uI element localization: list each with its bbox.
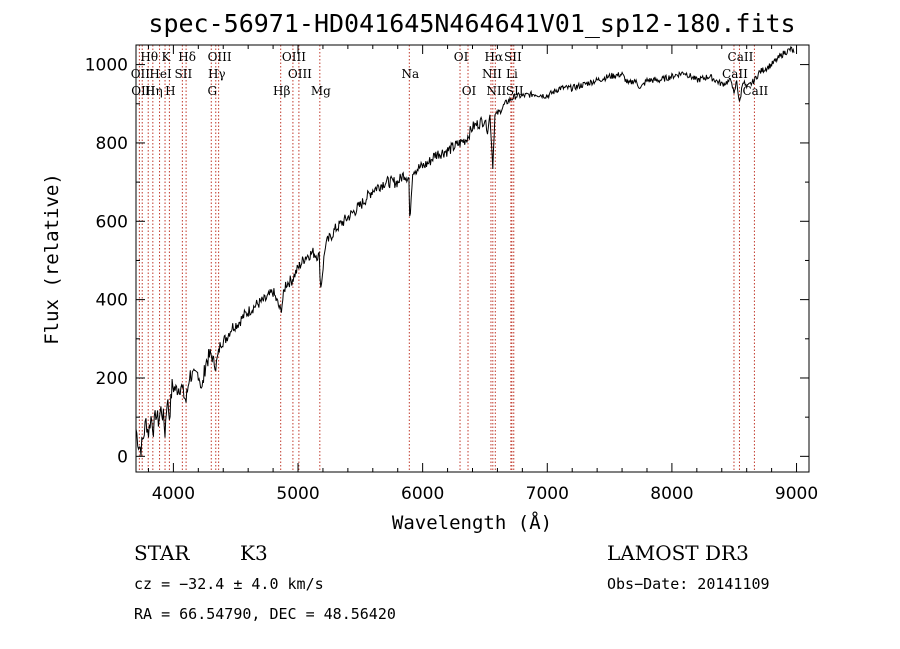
- subclass: K3: [240, 541, 268, 565]
- spectral-line-label: HeI: [149, 67, 172, 81]
- spectral-line-label: OIII: [131, 84, 155, 98]
- object-class: STAR: [134, 541, 190, 565]
- spectral-line-label: SII: [504, 50, 522, 64]
- y-axis-label: Flux (relative): [41, 173, 63, 345]
- x-tick-label: 6000: [401, 484, 444, 504]
- spectral-line-markers: [138, 45, 755, 472]
- plot-frame: [135, 44, 810, 473]
- spectral-line-label: Na: [401, 67, 419, 81]
- spectral-line-label: Hα: [485, 50, 504, 64]
- obs-date: Obs−Date: 20141109: [607, 575, 770, 593]
- spectral-line-label: OII: [131, 67, 151, 81]
- y-tick-label: 1000: [85, 56, 128, 76]
- spectral-line-label: Hβ: [273, 84, 290, 98]
- x-tick-label: 8000: [650, 484, 693, 504]
- coordinates: RA = 66.54790, DEC = 48.56420: [134, 605, 396, 623]
- spectral-line-label: OIII: [288, 67, 312, 81]
- spectral-line-label: Hη: [145, 84, 163, 98]
- spectral-line-label: OIII: [208, 50, 232, 64]
- spectral-line-label: NII: [482, 67, 502, 81]
- redshift-readout: cz = −32.4 ± 4.0 km/s: [134, 575, 324, 593]
- spectral-line-label: CaII: [722, 67, 748, 81]
- spectral-line-label: CaII: [742, 84, 768, 98]
- spectral-line-label: OI: [462, 84, 477, 98]
- y-tick-label: 0: [117, 447, 128, 467]
- spectral-line-label: K: [162, 50, 172, 64]
- spectral-line-label: Hθ: [140, 50, 158, 64]
- y-tick-label: 400: [96, 291, 128, 311]
- y-tick-label: 600: [96, 212, 128, 232]
- spectral-line-label: SII: [175, 67, 193, 81]
- x-tick-label: 4000: [152, 484, 195, 504]
- flux-series-line: [135, 46, 795, 456]
- spectral-line-label: Mg: [311, 84, 331, 98]
- survey-name: LAMOST DR3: [607, 541, 749, 565]
- spectral-line-label: Li: [506, 67, 518, 81]
- spectral-line-label: OI: [454, 50, 469, 64]
- spectral-line-label: H: [165, 84, 175, 98]
- y-tick-label: 200: [96, 369, 128, 389]
- spectral-line-label: CaII: [728, 50, 754, 64]
- spectral-line-labels: Hθ OII OIII K Hη HeI H Hδ SII OIII Hγ G OIII OIII Hβ Mg…: [131, 50, 769, 98]
- chart-title: spec-56971-HD041645N464641V01_sp12-180.f…: [148, 9, 795, 38]
- spectral-line-label: Hγ: [208, 67, 226, 81]
- spectral-line-label: OIII: [282, 50, 306, 64]
- x-axis-label: Wavelength (Å): [392, 511, 552, 534]
- spectral-line-label: G: [207, 84, 217, 98]
- y-axis-ticks: 0 200 400 600 800 1000: [85, 56, 809, 467]
- spectral-line-label: Hδ: [178, 50, 196, 64]
- x-axis-ticks: 4000 5000 6000 7000 8000 9000: [147, 45, 818, 504]
- x-tick-label: 9000: [775, 484, 818, 504]
- y-tick-label: 800: [96, 134, 128, 154]
- plot-area: Hθ OII OIII K Hη HeI H Hδ SII OIII Hγ G OIII OIII Hβ Mg…: [85, 44, 818, 504]
- spectral-line-label: NII: [486, 84, 506, 98]
- x-tick-label: 7000: [526, 484, 569, 504]
- x-tick-label: 5000: [276, 484, 319, 504]
